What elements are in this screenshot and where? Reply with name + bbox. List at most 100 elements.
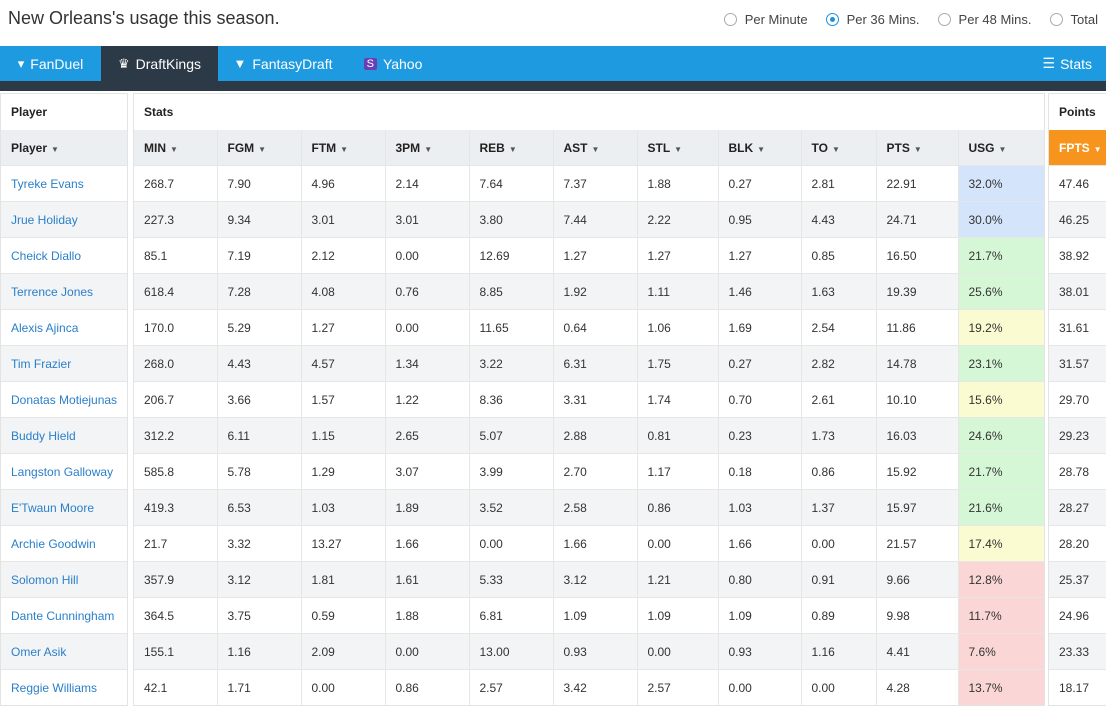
cell-ast: 3.42 [552, 669, 637, 705]
cell-to: 0.00 [800, 669, 876, 705]
cell-fgm: 5.29 [216, 309, 301, 346]
table-row: 42.1 1.71 0.00 0.86 2.57 3.42 2.57 0.00 0.00 4.28… [134, 669, 1044, 705]
cell-blk: 1.09 [717, 597, 801, 634]
stats-menu-button[interactable]: ☰ Stats [1043, 46, 1092, 81]
table-row: 46.25 [1049, 201, 1106, 238]
tab-draftkings[interactable]: ♛ DraftKings [101, 46, 218, 81]
player-link[interactable]: Buddy Hield [11, 428, 76, 443]
cell-min: 419.3 [134, 489, 217, 526]
cell-min: 42.1 [134, 669, 217, 705]
cell-reb: 0.00 [468, 525, 553, 562]
cell-fpts: 46.25 [1049, 201, 1106, 238]
player-link[interactable]: Omer Asik [11, 644, 67, 659]
table-row: 312.2 6.11 1.15 2.65 5.07 2.88 0.81 0.23 1.73 16.… [134, 417, 1044, 454]
cell-stl: 2.22 [636, 201, 718, 238]
player-link[interactable]: Terrence Jones [11, 284, 94, 299]
column-header-blk[interactable]: BLK ▼ [717, 130, 801, 166]
column-header-fgm[interactable]: FGM ▼ [216, 130, 301, 166]
cell-usg: 21.7% [957, 453, 1044, 490]
cell-usg: 21.6% [957, 489, 1044, 526]
cell-ast: 2.70 [552, 453, 637, 490]
player-link[interactable]: Langston Galloway [11, 464, 114, 479]
cell-stl: 1.75 [636, 345, 718, 382]
tab-yahoo[interactable]: S Yahoo [348, 46, 438, 81]
table-row: Jrue Holiday [1, 201, 127, 238]
cell-min: 85.1 [134, 237, 217, 274]
cell-ast: 1.09 [552, 597, 637, 634]
column-header-stl[interactable]: STL ▼ [636, 130, 718, 166]
cell-3pm: 3.01 [384, 201, 469, 238]
player-column-header[interactable]: Player ▼ [1, 130, 127, 166]
cell-usg: 23.1% [957, 345, 1044, 382]
player-link[interactable]: E'Twaun Moore [11, 500, 94, 515]
player-panel-title: Player [11, 105, 48, 119]
table-row: Terrence Jones [1, 273, 127, 310]
table-row: Reggie Williams [1, 669, 127, 705]
table-row: Donatas Motiejunas [1, 381, 127, 418]
fantasydraft-icon: ▼ [233, 56, 247, 71]
player-link[interactable]: Reggie Williams [11, 680, 98, 695]
cell-3pm: 1.88 [384, 597, 469, 634]
column-header-usg[interactable]: USG ▼ [957, 130, 1044, 166]
column-header-reb[interactable]: REB ▼ [468, 130, 553, 166]
tab-fanduel[interactable]: ▾ FanDuel [0, 46, 101, 81]
cell-stl: 1.17 [636, 453, 718, 490]
cell-usg: 7.6% [957, 633, 1044, 670]
tab-label: FantasyDraft [252, 55, 333, 72]
fpts-column-header[interactable]: FPTS ▼ [1049, 130, 1106, 166]
rate-option-per-36-mins[interactable]: Per 36 Mins. [825, 12, 920, 27]
cell-pts: 10.10 [875, 381, 958, 418]
table-row: Tim Frazier [1, 345, 127, 382]
cell-fgm: 3.32 [216, 525, 301, 562]
cell-fpts: 18.17 [1049, 669, 1106, 705]
column-header-min[interactable]: MIN ▼ [134, 130, 217, 166]
player-link[interactable]: Dante Cunningham [11, 608, 115, 623]
cell-to: 1.63 [800, 273, 876, 310]
player-panel: Player Player ▼ Tyreke Evans Jrue Holiday C… [0, 93, 128, 706]
table-row: 47.46 [1049, 165, 1106, 202]
table-row: 268.0 4.43 4.57 1.34 3.22 6.31 1.75 0.27 2.82 14.… [134, 345, 1044, 382]
cell-stl: 0.81 [636, 417, 718, 454]
player-link[interactable]: Donatas Motiejunas [11, 392, 118, 407]
menu-icon: ☰ [1042, 55, 1056, 71]
column-header-ast[interactable]: AST ▼ [552, 130, 637, 166]
player-link[interactable]: Cheick Diallo [11, 248, 82, 263]
cell-fgm: 5.78 [216, 453, 301, 490]
rate-option-per-minute[interactable]: Per Minute [723, 12, 808, 27]
player-link[interactable]: Alexis Ajinca [11, 320, 79, 335]
cell-stl: 1.09 [636, 597, 718, 634]
cell-ftm: 4.57 [300, 345, 385, 382]
radio-label: Per 36 Mins. [846, 12, 920, 27]
player-link[interactable]: Archie Goodwin [11, 536, 96, 551]
cell-pts: 4.41 [875, 633, 958, 670]
table-row: Langston Galloway [1, 453, 127, 490]
player-link[interactable]: Tyreke Evans [11, 176, 84, 191]
sort-caret-icon: ▼ [831, 144, 840, 154]
cell-reb: 13.00 [468, 633, 553, 670]
rate-option-total[interactable]: Total [1049, 12, 1098, 27]
cell-stl: 1.88 [636, 165, 718, 202]
cell-3pm: 1.89 [384, 489, 469, 526]
column-header-pts[interactable]: PTS ▼ [875, 130, 958, 166]
cell-stl: 1.21 [636, 561, 718, 598]
column-header-ftm[interactable]: FTM ▼ [300, 130, 385, 166]
cell-ast: 7.37 [552, 165, 637, 202]
cell-usg: 21.7% [957, 237, 1044, 274]
column-header-to[interactable]: TO ▼ [800, 130, 876, 166]
tab-label: Yahoo [382, 55, 423, 72]
sort-caret-icon: ▼ [998, 144, 1007, 154]
cell-stl: 1.06 [636, 309, 718, 346]
radio-label: Per Minute [744, 12, 808, 27]
cell-pts: 19.39 [875, 273, 958, 310]
table-row: Archie Goodwin [1, 525, 127, 562]
player-link[interactable]: Jrue Holiday [11, 212, 78, 227]
rate-option-per-48-mins[interactable]: Per 48 Mins. [937, 12, 1032, 27]
column-header-3pm[interactable]: 3PM ▼ [384, 130, 469, 166]
cell-blk: 0.95 [717, 201, 801, 238]
cell-ast: 0.64 [552, 309, 637, 346]
player-link[interactable]: Solomon Hill [11, 572, 79, 587]
player-link[interactable]: Tim Frazier [11, 356, 72, 371]
table-row: 31.61 [1049, 309, 1106, 346]
tab-fantasydraft[interactable]: ▼ FantasyDraft [218, 46, 348, 81]
player-cell: Jrue Holiday [1, 201, 127, 238]
